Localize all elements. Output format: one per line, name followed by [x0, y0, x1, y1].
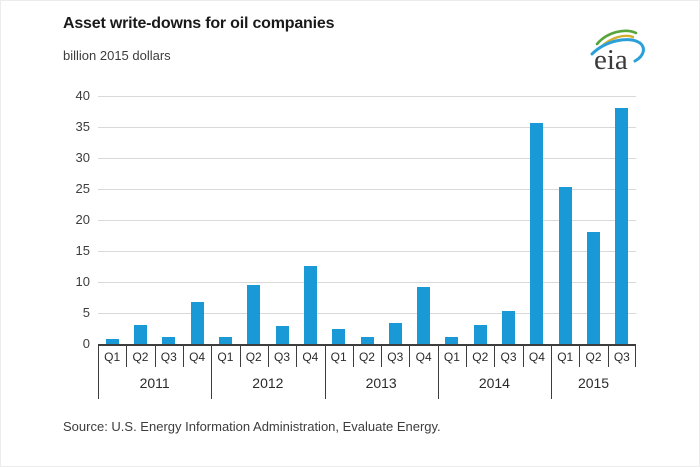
quarter-label: Q1	[217, 350, 234, 364]
bar-q3	[388, 322, 402, 344]
quarter-label: Q2	[245, 350, 262, 364]
quarter-label: Q3	[500, 350, 517, 364]
quarter-label: Q3	[160, 350, 177, 364]
quarter-label: Q4	[415, 350, 432, 364]
quarter-divider-line	[522, 346, 524, 367]
bar-q3	[162, 337, 176, 344]
bar-q3	[615, 108, 629, 344]
year-label: 2012	[252, 375, 284, 391]
bar-q1	[558, 187, 572, 344]
quarter-label: Q2	[585, 350, 602, 364]
bar-q2	[360, 336, 374, 344]
quarter-divider-line	[182, 346, 184, 367]
year-divider-line	[551, 346, 553, 399]
quarter-divider-line	[154, 346, 156, 367]
bar-q2	[133, 324, 147, 344]
source-note: Source: U.S. Energy Information Administ…	[63, 419, 441, 434]
bar-q1	[105, 339, 119, 344]
year-label: 2015	[577, 375, 610, 391]
bar-q4	[530, 122, 544, 344]
quarter-label: Q3	[387, 350, 404, 364]
quarter-divider-line	[352, 346, 354, 367]
quarter-label: Q3	[274, 350, 291, 364]
bar-q2	[587, 232, 601, 344]
chart-units-label: billion 2015 dollars	[63, 48, 171, 63]
bar-q4	[417, 286, 431, 344]
bar-q1	[332, 328, 346, 344]
eia-logo: eia	[585, 23, 653, 77]
quarter-divider-line	[381, 346, 383, 367]
quarter-divider-line	[466, 346, 468, 367]
bar-q1	[218, 336, 232, 344]
quarter-divider-line	[579, 346, 581, 367]
quarter-label: Q2	[132, 350, 149, 364]
y-tick-label: 10	[75, 274, 90, 289]
x-axis: Q1 Q2 Q3 Q4 Q1 Q2 Q3 Q4 Q1 Q2 Q3 Q4 Q1 Q2 Q3 Q4 Q1 Q2 Q3 20…	[98, 346, 636, 400]
bar-chart-plot-area: 0 5 10 15 20 25 30 35 40 Q1 Q2 Q3 Q4 Q1 Q2 Q3 Q4 Q1 Q2 Q3 Q…	[76, 88, 636, 399]
gridline	[98, 189, 636, 190]
quarter-label: Q1	[104, 350, 121, 364]
quarter-label: Q1	[443, 350, 460, 364]
bar-q3	[502, 310, 516, 344]
year-label: 2011	[139, 375, 170, 391]
quarter-label: Q3	[613, 350, 630, 364]
bar-q4	[190, 301, 204, 344]
year-label: 2013	[365, 375, 397, 391]
year-divider-line	[437, 346, 439, 399]
quarter-divider-line	[296, 346, 298, 367]
quarter-divider-line	[126, 346, 128, 367]
y-tick-label: 35	[75, 119, 90, 134]
gridline	[98, 282, 636, 283]
quarter-label: Q4	[302, 350, 319, 364]
quarter-label: Q2	[358, 350, 375, 364]
quarter-label: Q2	[472, 350, 489, 364]
gridline	[98, 96, 636, 97]
quarter-divider-line	[267, 346, 269, 367]
quarter-label: Q4	[189, 350, 206, 364]
y-tick-label: 0	[82, 336, 90, 351]
bar-q4	[303, 265, 317, 344]
y-tick-label: 30	[75, 150, 90, 165]
eia-logo-swoosh-icon: eia	[590, 29, 645, 76]
y-tick-label: 15	[75, 243, 90, 258]
bar-q1	[445, 337, 459, 344]
bar-q3	[275, 326, 289, 344]
quarter-divider-line	[409, 346, 411, 367]
y-tick-label: 25	[75, 181, 90, 196]
year-divider-line	[211, 346, 213, 399]
quarter-label: Q1	[557, 350, 574, 364]
bar-q2	[473, 325, 487, 344]
gridline	[98, 313, 636, 314]
year-label: 2014	[478, 375, 510, 391]
gridline	[98, 251, 636, 252]
bar-q2	[247, 285, 261, 344]
y-tick-label: 40	[75, 88, 90, 103]
year-divider-line	[98, 346, 99, 399]
axis-end-line	[635, 346, 636, 367]
year-divider-line	[324, 346, 326, 399]
page-title: Asset write-downs for oil companies	[63, 15, 335, 32]
quarter-label: Q1	[330, 350, 347, 364]
gridline	[98, 158, 636, 159]
y-tick-label: 5	[82, 305, 90, 320]
quarter-divider-line	[607, 346, 609, 367]
quarter-label: Q4	[528, 350, 545, 364]
quarter-divider-line	[494, 346, 496, 367]
gridline	[98, 220, 636, 221]
quarter-divider-line	[239, 346, 241, 367]
gridline	[98, 127, 636, 128]
eia-logo-text: eia	[594, 44, 628, 76]
y-tick-label: 20	[75, 212, 90, 227]
